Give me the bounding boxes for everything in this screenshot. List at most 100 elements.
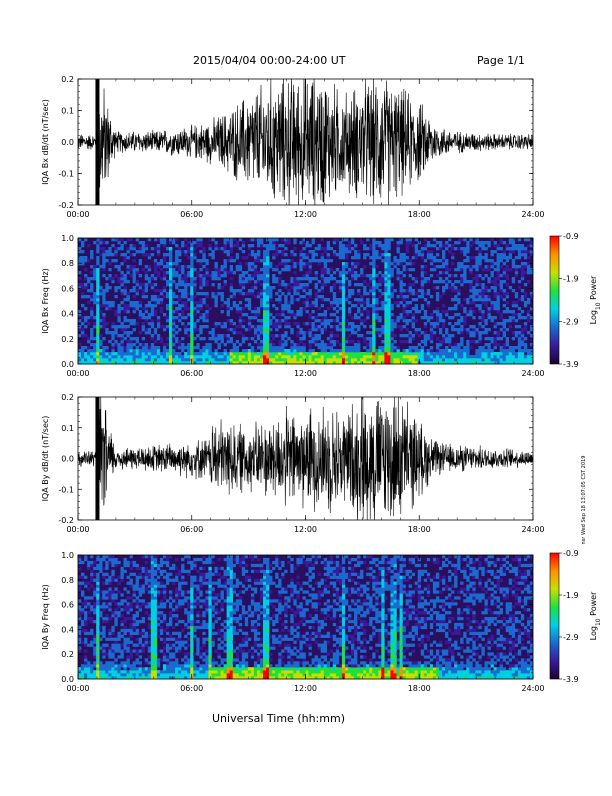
- spectrogram-cell: [415, 250, 418, 253]
- spectrogram-cell: [412, 358, 415, 361]
- spectrogram-cell: [190, 626, 193, 629]
- spectrogram-cell: [127, 295, 130, 298]
- spectrogram-cell: [178, 605, 181, 608]
- spectrogram-cell: [102, 325, 105, 328]
- spectrogram-cell: [503, 298, 506, 301]
- colorbar-label-sub: 10: [595, 302, 602, 310]
- spectrogram-cell: [148, 253, 151, 256]
- spectrogram-cell: [99, 664, 102, 667]
- spectrogram-cell: [157, 593, 160, 596]
- spectrogram-cell: [272, 274, 275, 277]
- spectrogram-cell: [157, 582, 160, 585]
- spectrogram-cell: [469, 358, 472, 361]
- spectrogram-cell: [378, 358, 381, 361]
- spectrogram-cell: [102, 626, 105, 629]
- spectrogram-cell: [384, 265, 387, 268]
- spectrogram-cell: [336, 325, 339, 328]
- spectrogram-cell: [284, 295, 287, 298]
- spectrogram-cell: [96, 593, 99, 596]
- spectrogram-cell: [160, 292, 163, 295]
- spectrogram-cell: [454, 304, 457, 307]
- spectrogram-cell: [136, 596, 139, 599]
- spectrogram-cell: [451, 316, 454, 319]
- spectrogram-cell: [169, 346, 172, 349]
- spectrogram-cell: [139, 664, 142, 667]
- spectrogram-cell: [169, 661, 172, 664]
- spectrogram-cell: [84, 585, 87, 588]
- spectrogram-cell: [133, 623, 136, 626]
- spectrogram-cell: [148, 301, 151, 304]
- spectrogram-cell: [339, 253, 342, 256]
- spectrogram-cell: [460, 274, 463, 277]
- spectrogram-cell: [190, 623, 193, 626]
- spectrogram-cell: [124, 280, 127, 283]
- spectrogram-cell: [463, 349, 466, 352]
- spectrogram-cell: [360, 355, 363, 358]
- spectrogram-cell: [421, 286, 424, 289]
- spectrogram-cell: [387, 355, 390, 358]
- spectrogram-cell: [254, 349, 257, 352]
- spectrogram-cell: [387, 244, 390, 247]
- spectrogram-cell: [151, 647, 154, 650]
- spectrogram-cell: [96, 582, 99, 585]
- spectrogram-cell: [290, 346, 293, 349]
- spectrogram-cell: [93, 661, 96, 664]
- spectrogram-cell: [105, 596, 108, 599]
- spectrogram-cell: [518, 247, 521, 250]
- spectrogram-cell: [369, 292, 372, 295]
- spectrogram-cell: [148, 355, 151, 358]
- spectrogram-cell: [139, 590, 142, 593]
- spectrogram-cell: [148, 352, 151, 355]
- spectrogram-cell: [160, 268, 163, 271]
- spectrogram-cell: [142, 635, 145, 638]
- spectrogram-cell: [488, 337, 491, 340]
- spectrogram-cell: [190, 283, 193, 286]
- spectrogram-cell: [236, 289, 239, 292]
- spectrogram-cell: [515, 313, 518, 316]
- spectrogram-cell: [390, 337, 393, 340]
- spectrogram-cell: [330, 277, 333, 280]
- spectrogram-cell: [321, 295, 324, 298]
- spectrogram-cell: [442, 250, 445, 253]
- spectrogram-cell: [269, 244, 272, 247]
- spectrogram-cell: [390, 262, 393, 265]
- spectrogram-cell: [93, 587, 96, 590]
- spectrogram-cell: [111, 590, 114, 593]
- spectrogram-cell: [248, 358, 251, 361]
- spectrogram-cell: [427, 280, 430, 283]
- spectrogram-cell: [478, 334, 481, 337]
- spectrogram-cell: [424, 358, 427, 361]
- spectrogram-cell: [130, 301, 133, 304]
- spectrogram-cell: [345, 277, 348, 280]
- spectrogram-cell: [287, 352, 290, 355]
- spectrogram-cell: [466, 265, 469, 268]
- spectrogram-cell: [260, 340, 263, 343]
- spectrogram-cell: [87, 587, 90, 590]
- spectrogram-cell: [163, 585, 166, 588]
- waveform-spike: [95, 397, 99, 520]
- spectrogram-cell: [236, 307, 239, 310]
- spectrogram-cell: [439, 343, 442, 346]
- spectrogram-cell: [354, 316, 357, 319]
- spectrogram-cell: [400, 328, 403, 331]
- spectrogram-cell: [102, 576, 105, 579]
- spectrogram-cell: [287, 241, 290, 244]
- spectrogram-cell: [360, 322, 363, 325]
- spectrogram-cell: [90, 349, 93, 352]
- spectrogram-cell: [154, 667, 157, 670]
- spectrogram-cell: [111, 576, 114, 579]
- spectrogram-cell: [360, 301, 363, 304]
- spectrogram-cell: [175, 352, 178, 355]
- spectrogram-cell: [224, 274, 227, 277]
- spectrogram-cell: [521, 349, 524, 352]
- spectrogram-cell: [278, 289, 281, 292]
- spectrogram-cell: [142, 670, 145, 673]
- spectrogram-cell: [463, 265, 466, 268]
- spectrogram-cell: [439, 352, 442, 355]
- spectrogram-cell: [96, 567, 99, 570]
- spectrogram-cell: [312, 337, 315, 340]
- spectrogram-cell: [166, 319, 169, 322]
- spectrogram-cell: [421, 355, 424, 358]
- spectrogram-cell: [205, 274, 208, 277]
- spectrogram-cell: [160, 325, 163, 328]
